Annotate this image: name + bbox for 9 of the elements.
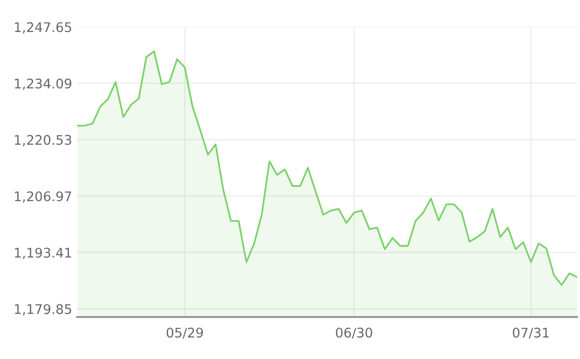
y-tick-label: 1,247.65 bbox=[14, 22, 72, 34]
y-tick-label: 1,179.85 bbox=[14, 304, 72, 316]
y-tick-label: 1,206.97 bbox=[14, 191, 72, 203]
y-tick-label: 1,234.09 bbox=[14, 78, 72, 90]
x-tick-label: 06/30 bbox=[336, 328, 372, 339]
x-tick-label: 07/31 bbox=[512, 328, 549, 339]
y-tick-label: 1,193.41 bbox=[14, 248, 72, 260]
x-tick-label: 05/29 bbox=[166, 328, 203, 339]
y-tick-label: 1,220.53 bbox=[14, 134, 72, 146]
